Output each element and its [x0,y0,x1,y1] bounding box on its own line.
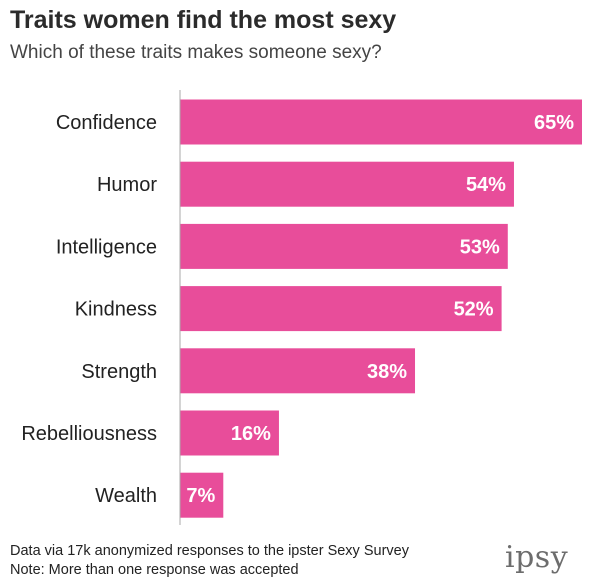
bar-strength [180,348,416,394]
category-label-strength: Strength [81,361,157,383]
bar-kindness [180,286,502,332]
bar-rebelliousness [180,410,279,456]
value-label-humor: 54% [466,174,506,196]
value-label-wealth: 7% [186,485,215,507]
chart-title: Traits women find the most sexy [10,6,397,34]
category-label-rebelliousness: Rebelliousness [21,423,157,445]
category-label-confidence: Confidence [56,112,157,134]
category-label-humor: Humor [97,174,157,196]
bar-wealth [180,472,224,518]
value-label-confidence: 65% [534,112,574,134]
value-label-kindness: 52% [454,299,494,321]
source-note: Data via 17k anonymized responses to the… [10,543,409,559]
response-note: Note: More than one response was accepte… [10,562,299,578]
category-label-intelligence: Intelligence [56,236,157,258]
category-label-wealth: Wealth [95,485,157,507]
value-label-intelligence: 53% [460,236,500,258]
bar-intelligence [180,223,508,269]
ipsy-logo: ipsy [505,540,569,575]
category-label-kindness: Kindness [75,299,157,321]
bar-confidence [180,99,582,145]
chart-subtitle: Which of these traits makes someone sexy… [10,42,382,63]
footnotes: Data via 17k anonymized responses to the… [10,542,409,580]
bars-group: Confidence 65% Humor 54% Intelligence 53% Kind… [21,99,582,518]
value-label-rebelliousness: 16% [231,423,271,445]
bar-humor [180,161,514,207]
value-label-strength: 38% [367,361,407,383]
